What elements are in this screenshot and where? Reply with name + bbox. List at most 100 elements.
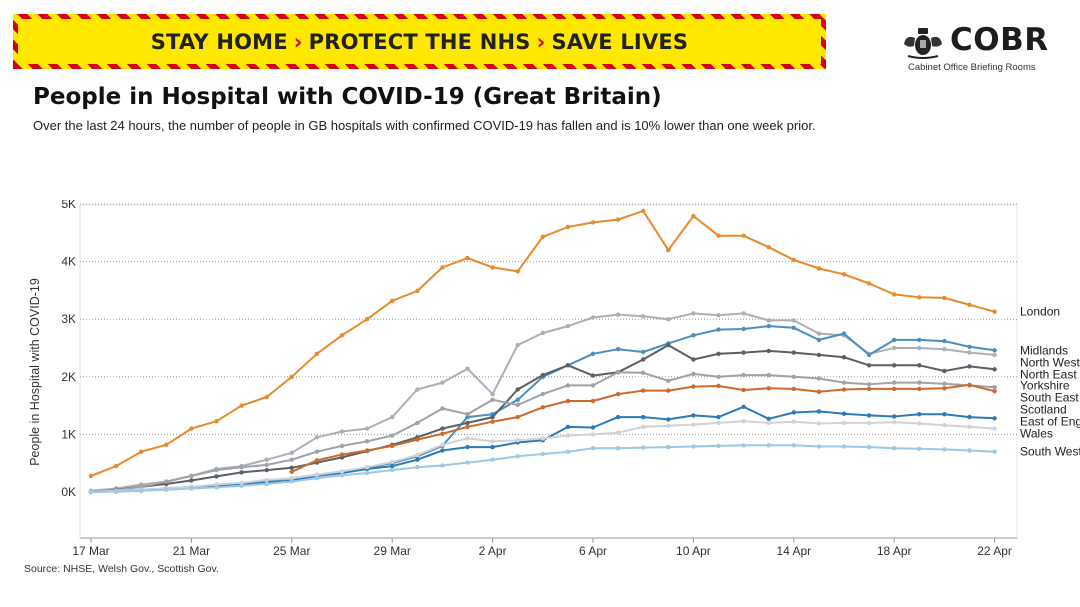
data-point bbox=[540, 234, 545, 239]
series-label: Wales bbox=[1020, 426, 1053, 440]
data-point bbox=[942, 423, 947, 428]
data-point bbox=[339, 469, 345, 474]
data-point bbox=[716, 374, 721, 379]
data-point bbox=[515, 454, 520, 459]
data-point bbox=[641, 357, 646, 362]
data-point bbox=[615, 446, 621, 451]
data-point bbox=[139, 488, 144, 493]
data-point bbox=[917, 345, 922, 351]
data-point bbox=[716, 383, 721, 389]
data-point bbox=[465, 460, 470, 465]
data-point bbox=[816, 352, 822, 358]
data-point bbox=[440, 442, 445, 447]
data-point bbox=[415, 437, 420, 442]
data-point bbox=[113, 463, 119, 469]
data-point bbox=[992, 449, 997, 454]
data-point bbox=[289, 476, 294, 481]
data-point bbox=[615, 370, 621, 375]
data-point bbox=[741, 372, 746, 378]
data-point bbox=[490, 391, 495, 397]
data-point bbox=[816, 376, 822, 381]
data-point bbox=[390, 433, 395, 438]
series-london bbox=[88, 208, 997, 479]
data-point bbox=[289, 465, 294, 470]
data-point bbox=[339, 443, 345, 449]
data-point bbox=[766, 416, 771, 421]
data-point bbox=[791, 443, 796, 448]
data-point bbox=[766, 318, 771, 323]
data-point bbox=[866, 352, 872, 358]
x-tick-label: 14 Apr bbox=[776, 544, 811, 558]
data-point bbox=[841, 331, 847, 336]
data-point bbox=[816, 337, 822, 343]
data-point bbox=[540, 372, 545, 378]
series-north-east-yorkshire bbox=[88, 342, 997, 495]
y-tick-label: 0K bbox=[61, 485, 76, 499]
data-point bbox=[691, 413, 696, 418]
data-point bbox=[189, 478, 194, 483]
data-point bbox=[214, 419, 219, 424]
series-label: North East & bbox=[1020, 367, 1080, 381]
data-point bbox=[465, 412, 470, 417]
data-point bbox=[992, 385, 997, 390]
data-point bbox=[892, 345, 897, 351]
data-point bbox=[540, 391, 545, 397]
data-point bbox=[917, 412, 922, 417]
data-point bbox=[866, 386, 872, 392]
data-point bbox=[415, 457, 420, 462]
data-point bbox=[917, 295, 922, 300]
data-point bbox=[164, 442, 169, 447]
data-point bbox=[364, 317, 370, 322]
logo-subtitle: Cabinet Office Briefing Rooms bbox=[908, 62, 1036, 73]
data-point bbox=[741, 404, 746, 409]
data-point bbox=[641, 370, 646, 375]
data-point bbox=[866, 363, 872, 368]
data-point bbox=[415, 387, 420, 392]
data-point bbox=[314, 472, 320, 477]
y-axis-label: People in Hospital with COVID-19 bbox=[28, 278, 42, 466]
data-point bbox=[440, 380, 445, 385]
data-point bbox=[666, 378, 671, 383]
series-label: Scotland bbox=[1020, 402, 1067, 416]
y-tick-label: 2K bbox=[61, 370, 76, 384]
data-point bbox=[515, 414, 520, 420]
data-point bbox=[917, 386, 922, 392]
data-point bbox=[289, 374, 294, 379]
data-point bbox=[214, 467, 219, 473]
data-point bbox=[942, 381, 947, 386]
data-point bbox=[967, 424, 972, 430]
data-point bbox=[314, 435, 320, 440]
data-point bbox=[791, 410, 796, 415]
data-point bbox=[490, 457, 495, 462]
series-label: North West bbox=[1020, 355, 1080, 369]
y-tick-label: 3K bbox=[61, 312, 76, 326]
data-point bbox=[390, 443, 395, 449]
royal-crest-icon bbox=[904, 28, 942, 59]
data-point bbox=[264, 481, 269, 487]
data-point bbox=[189, 486, 194, 491]
data-point bbox=[289, 450, 294, 455]
data-point bbox=[540, 436, 545, 441]
data-point bbox=[716, 420, 721, 426]
data-point bbox=[440, 426, 445, 431]
data-point bbox=[791, 257, 796, 263]
data-point bbox=[565, 363, 571, 368]
data-point bbox=[766, 420, 771, 426]
data-point bbox=[967, 448, 972, 453]
data-point bbox=[465, 436, 470, 441]
data-point bbox=[841, 420, 847, 426]
data-point bbox=[590, 373, 596, 378]
data-point bbox=[766, 443, 771, 448]
data-point bbox=[490, 444, 495, 450]
data-point bbox=[666, 247, 671, 253]
data-point bbox=[565, 224, 571, 230]
data-point bbox=[917, 421, 922, 426]
data-point bbox=[791, 318, 796, 323]
data-point bbox=[967, 382, 972, 388]
data-point bbox=[892, 414, 897, 419]
data-point bbox=[841, 380, 847, 385]
data-point bbox=[992, 416, 997, 421]
slogan-text: STAY HOME › PROTECT THE NHS › SAVE LIVES bbox=[151, 30, 689, 54]
data-point bbox=[816, 331, 822, 336]
slogan-stay-home: STAY HOME bbox=[150, 29, 288, 54]
